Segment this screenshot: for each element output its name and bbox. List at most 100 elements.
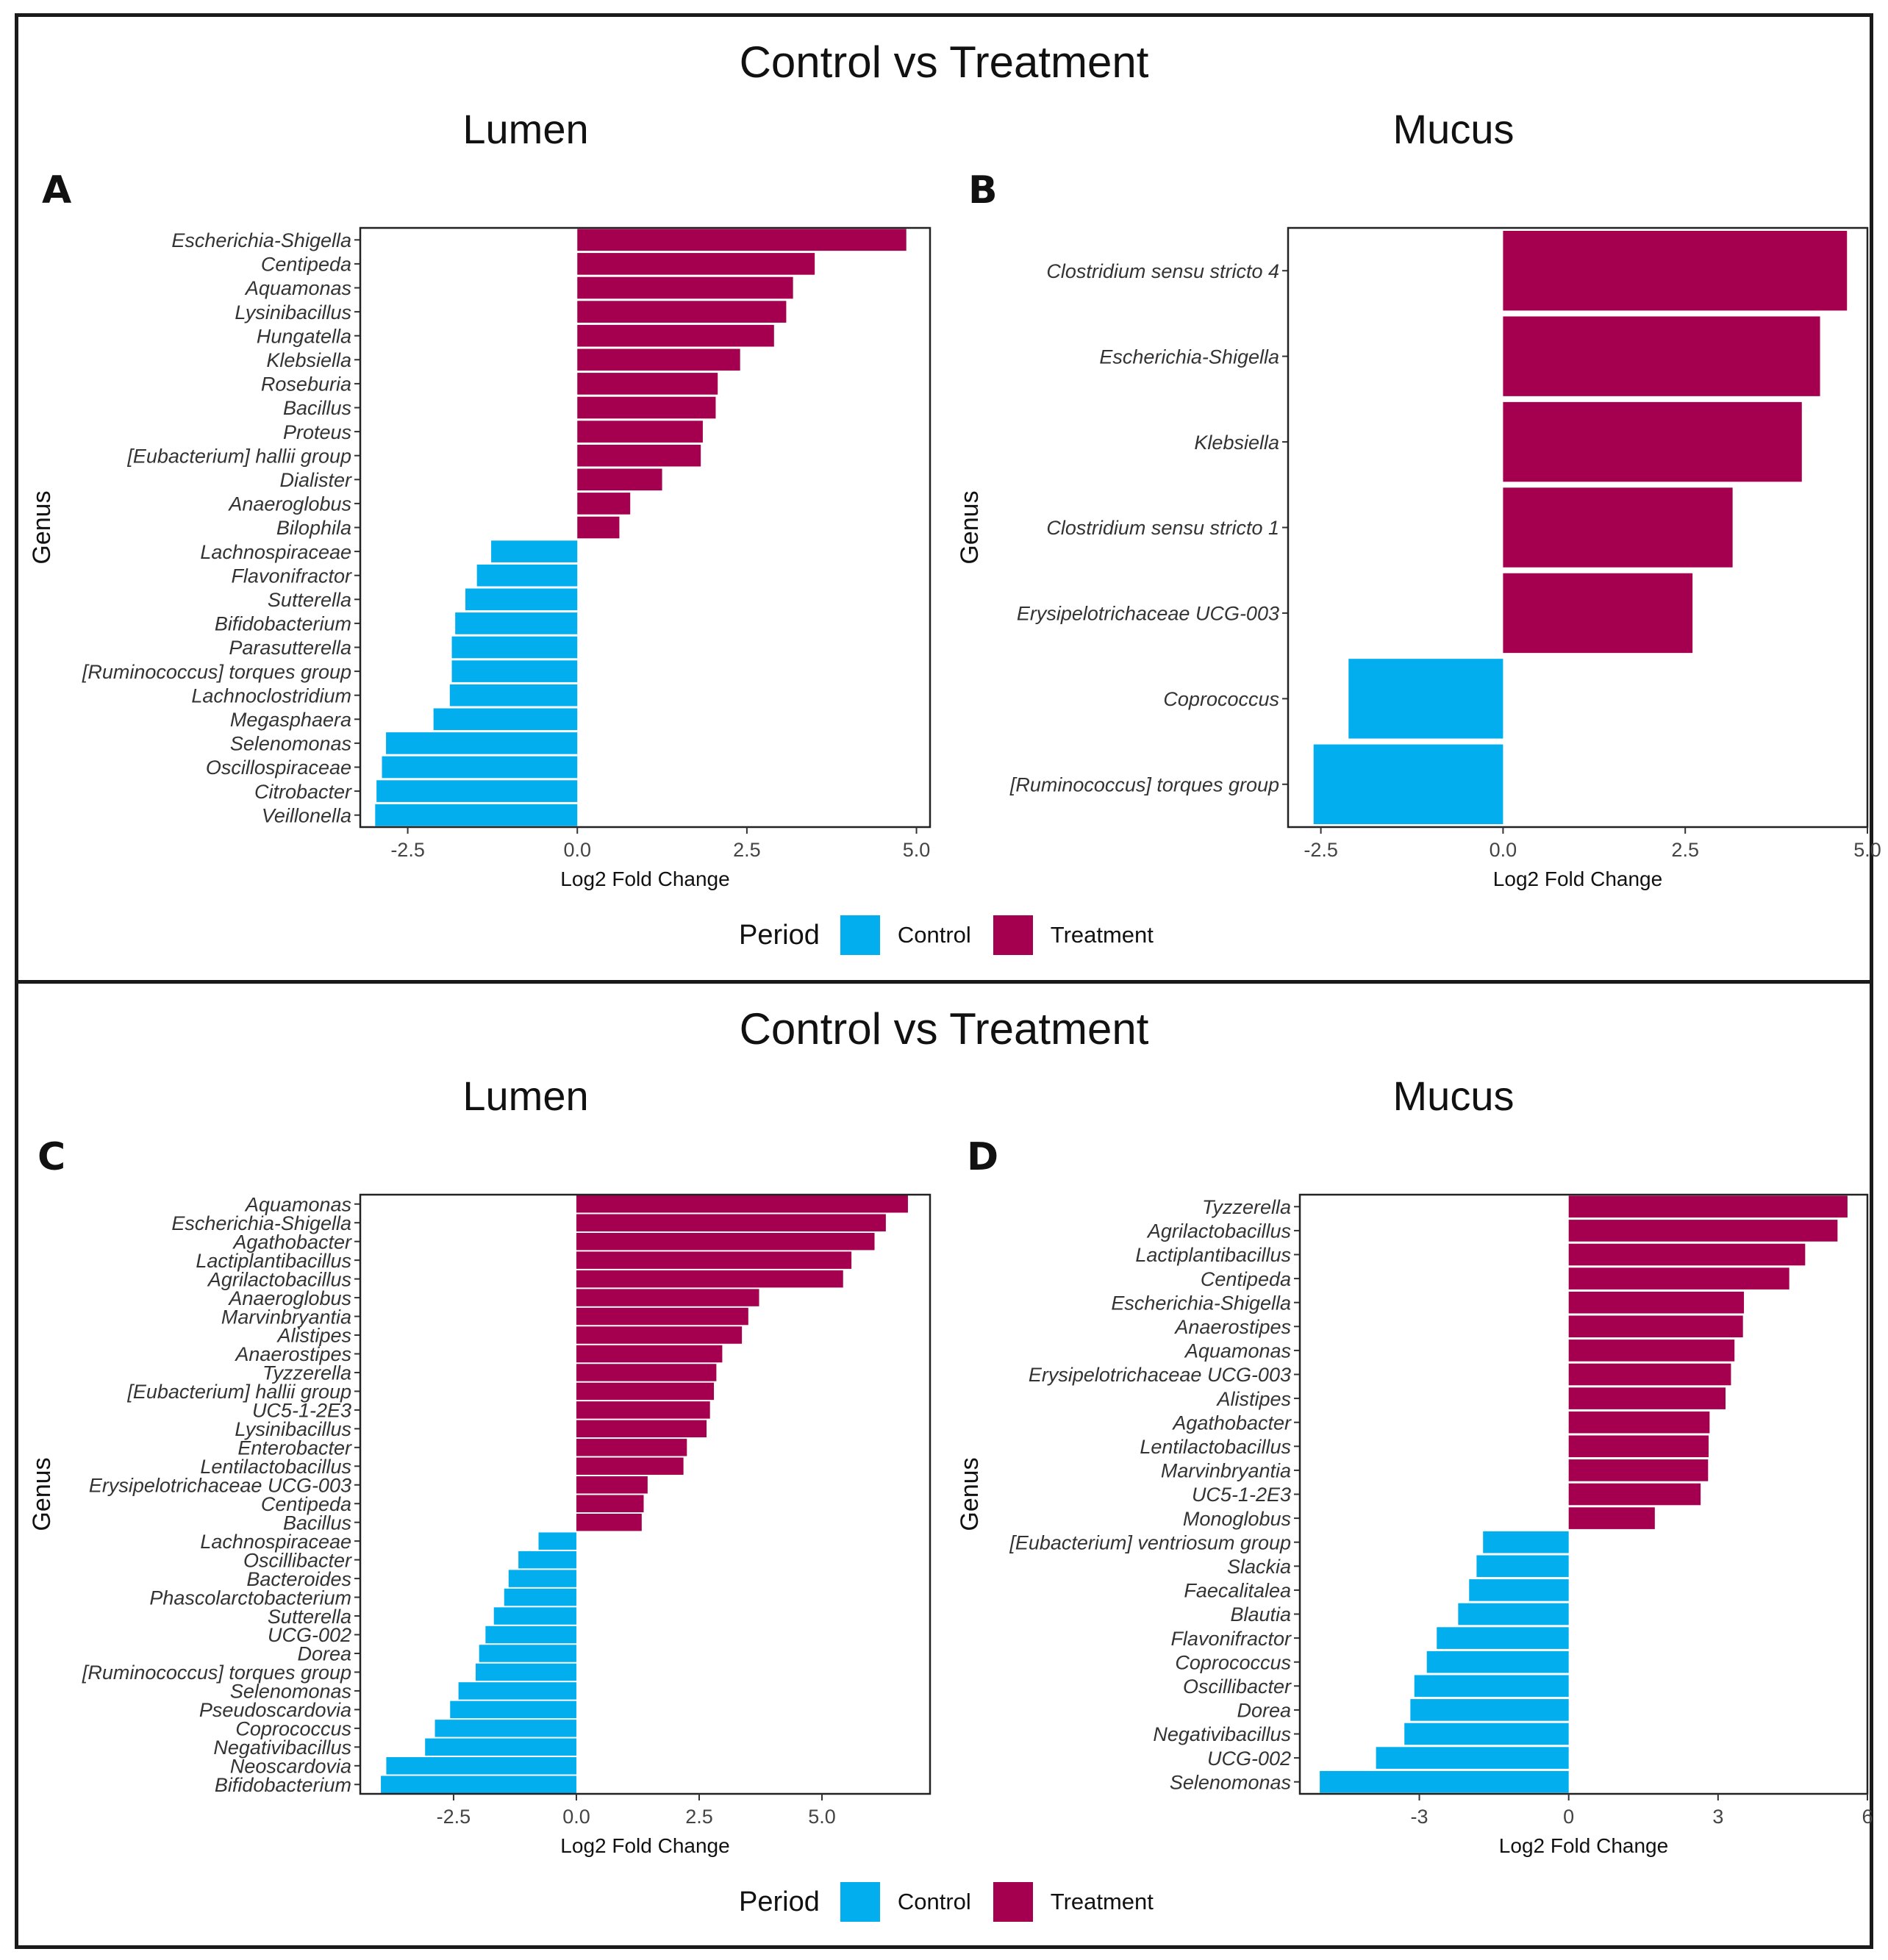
y-tick-label: Coprococcus [235, 1718, 351, 1740]
y-tick-label: Coprococcus [1175, 1651, 1291, 1673]
panel-letter-d: D [967, 1135, 999, 1179]
y-tick-label: Anaerostipes [234, 1343, 351, 1365]
subtitle-panel-a: Lumen [462, 106, 589, 152]
y-tick-label: Erysipelotrichaceae UCG-003 [1029, 1364, 1291, 1386]
bar-coprococcus [1348, 659, 1503, 739]
bar-dorea [1410, 1699, 1569, 1721]
panel-letter-c: C [37, 1135, 66, 1179]
y-tick-label: Sutterella [268, 1606, 351, 1628]
plot-border [359, 1193, 932, 1795]
bar-anaerostipes [576, 1345, 723, 1363]
subtitle-panel-c: Lumen [462, 1073, 589, 1119]
bar-centipeda [576, 1495, 644, 1512]
plot-border [359, 226, 932, 829]
bar-agathobacter [1568, 1411, 1710, 1434]
bar-agrilactobacillus [1568, 1220, 1838, 1242]
bar-dialister [577, 468, 662, 491]
y-tick-label: Blautia [1230, 1603, 1291, 1625]
bar-selenomonas [386, 732, 578, 754]
bar-sutterella [465, 588, 578, 611]
y-tick-label: Selenomonas [1170, 1771, 1291, 1793]
y-tick-label: Lachnoclostridium [191, 684, 351, 707]
bar-escherichia-shigella [1503, 316, 1820, 396]
y-tick-label: Bacteroides [246, 1568, 351, 1590]
bar-anaeroglobus [577, 493, 631, 515]
y-tick-label: Hungatella [257, 325, 351, 347]
y-tick-label: Negativibacillus [1153, 1723, 1291, 1745]
y-tick-label: Anaeroglobus [227, 493, 351, 515]
bar-selenomonas [1320, 1770, 1569, 1793]
x-tick-label: 0 [1563, 1806, 1574, 1828]
bar-aquamonas [1568, 1340, 1735, 1362]
y-tick-label: Pseudoscardovia [199, 1699, 351, 1721]
bar-bacillus [577, 396, 716, 419]
legend-swatch-treatment [993, 1882, 1033, 1922]
bar-erysipelotrichaceae-ucg-003 [576, 1476, 648, 1494]
legend-swatch-control [840, 915, 880, 955]
y-tick-label: Bilophila [276, 517, 351, 539]
legend-label-treatment: Treatment [1050, 922, 1154, 948]
bar-blautia [1458, 1603, 1569, 1625]
bar-klebsiella [1503, 401, 1802, 482]
bar-phascolarctobacterium [504, 1588, 576, 1606]
y-tick-label: Faecalitalea [1184, 1580, 1291, 1602]
subtitle-panel-d: Mucus [1392, 1073, 1515, 1119]
bar-coprococcus [1426, 1650, 1569, 1673]
bar-negativibacillus [425, 1738, 576, 1756]
bar-dorea [479, 1645, 576, 1662]
bar-lentilactobacillus [1568, 1435, 1709, 1458]
bar-uc5-1-2e3 [1568, 1483, 1701, 1506]
panel-a-plot: Escherichia-Shigella CentipedaAquamonasLy… [28, 226, 932, 890]
x-tick-label: -3 [1411, 1806, 1428, 1828]
y-tick-label: Erysipelotrichaceae UCG-003 [89, 1474, 351, 1496]
bar-ruminococcus-torques-group [1313, 744, 1503, 824]
y-tick-label: UC5-1-2E3 [1192, 1484, 1291, 1506]
y-tick-label: Escherichia-Shigella [1099, 346, 1279, 368]
legend-label-treatment: Treatment [1050, 1889, 1154, 1914]
bar-ruminococcus-torques-group [451, 660, 578, 682]
legend-bottom: Period Control Treatment [739, 1882, 1176, 1922]
y-tick-label: Neoscardovia [230, 1756, 351, 1778]
y-tick-label: Agrilactobacillus [1146, 1220, 1291, 1242]
y-tick-label: Lachnospiraceae [200, 1531, 351, 1553]
bar-erysipelotrichaceae-ucg-003 [1568, 1363, 1731, 1386]
y-tick-label: Tyzzerella [262, 1362, 351, 1384]
y-tick-label: Aquamonas [1184, 1340, 1291, 1362]
bar-erysipelotrichaceae-ucg-003 [1503, 573, 1693, 654]
y-tick-label: Roseburia [261, 373, 351, 396]
y-tick-label: Oscillospiraceae [206, 757, 351, 779]
y-tick-label: Negativibacillus [213, 1737, 351, 1759]
x-tick-label: 2.5 [685, 1806, 713, 1828]
bar-bifidobacterium [455, 612, 578, 634]
bar-lactiplantibacillus [576, 1251, 852, 1269]
y-tick-label: Enterobacter [237, 1437, 352, 1459]
y-tick-label: Lentilactobacillus [1140, 1436, 1291, 1458]
bar-escherichia-shigella [576, 1214, 886, 1231]
y-tick-label: Veillonella [262, 804, 351, 826]
y-tick-label: Flavonifractor [1170, 1628, 1292, 1650]
y-tick-label: Lactiplantibacillus [196, 1250, 351, 1272]
bar-sutterella [493, 1607, 576, 1625]
y-tick-label: [Eubacterium] ventriosum group [1009, 1531, 1291, 1553]
x-axis-title: Log2 Fold Change [1493, 868, 1662, 890]
y-tick-label: Agrilactobacillus [207, 1268, 351, 1290]
bar-pseudoscardovia [450, 1700, 576, 1719]
x-tick-label: 6 [1862, 1806, 1873, 1828]
bar-lysinibacillus [577, 301, 787, 323]
bar-lachnoclostridium [449, 684, 578, 707]
bar-roseburia [577, 373, 718, 395]
panel-b-plot: Clostridium sensu stricto 4 Escherichia-S… [956, 226, 1881, 890]
y-tick-label: Dorea [1237, 1700, 1291, 1722]
y-axis-title: Genus [28, 1457, 56, 1531]
y-tick-label: Escherichia-Shigella [1111, 1292, 1291, 1314]
bar-agathobacter [576, 1232, 875, 1251]
bar-clostridium-sensu-stricto-1 [1503, 487, 1733, 568]
legend-swatch-treatment [993, 915, 1033, 955]
bar-anaerostipes [1568, 1315, 1743, 1338]
bar-centipeda [1568, 1267, 1789, 1290]
bar-bacteroides [508, 1570, 576, 1587]
x-tick-label: -2.5 [390, 839, 425, 861]
y-tick-label: Clostridium sensu stricto 4 [1046, 260, 1279, 282]
bar-lysinibacillus [576, 1420, 707, 1438]
